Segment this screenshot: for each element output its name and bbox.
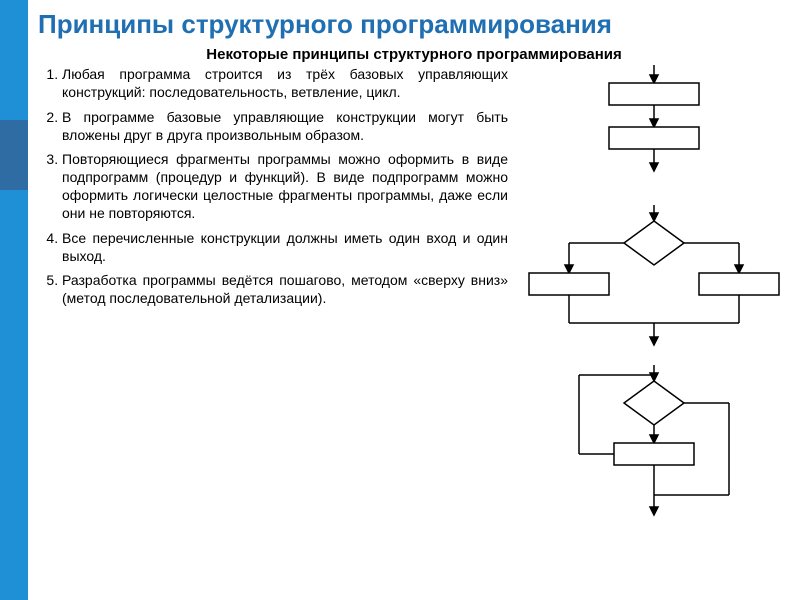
loop-diagram-icon [534,365,774,535]
stripe-segment [0,0,28,120]
sequence-diagram-icon [544,65,764,205]
stripe-segment [0,120,28,190]
list-item: Все перечисленные конструкции должны име… [62,229,508,265]
text-column: Любая программа строится из трёх базовых… [38,65,508,535]
branch-diagram-icon [524,205,784,365]
list-item: Любая программа строится из трёх базовых… [62,65,508,101]
list-item: Разработка программы ведётся пошагово, м… [62,271,508,307]
diagram-column [518,65,790,535]
left-accent-stripe [0,0,28,600]
list-item: Повторяющиеся фрагменты программы можно … [62,150,508,223]
list-item: В программе базовые управляющие конструк… [62,108,508,144]
two-column-layout: Любая программа строится из трёх базовых… [38,65,790,535]
page-subtitle: Некоторые принципы структурного программ… [174,46,654,63]
stripe-segment [0,190,28,600]
page-title: Принципы структурного программирования [38,10,790,40]
principles-list: Любая программа строится из трёх базовых… [38,65,508,307]
slide-content: Принципы структурного программирования Н… [38,10,790,590]
